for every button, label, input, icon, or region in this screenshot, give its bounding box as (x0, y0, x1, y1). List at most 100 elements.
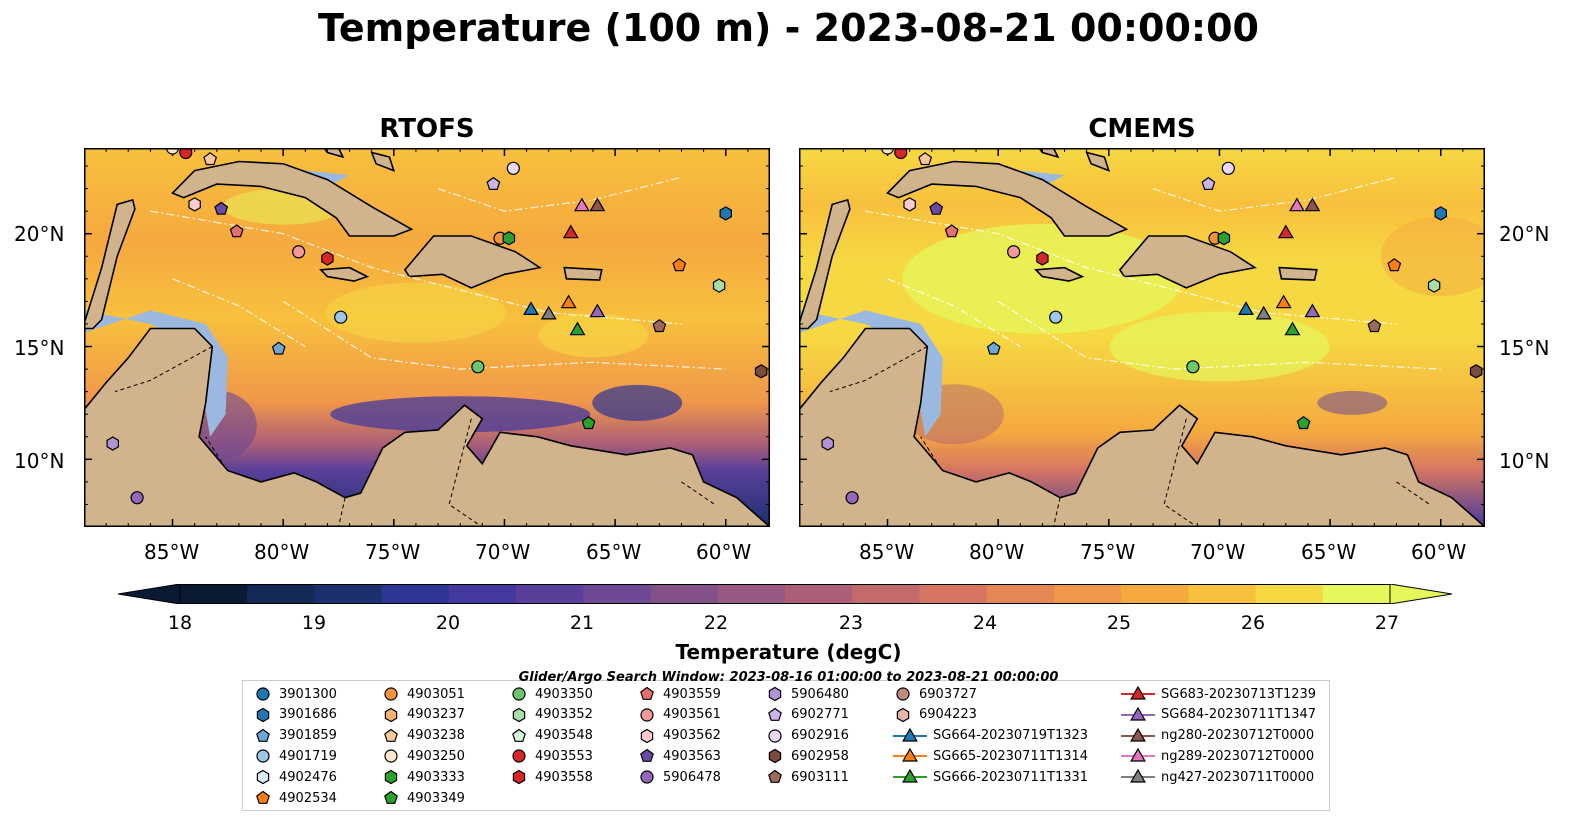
argo-float-marker (334, 310, 348, 324)
panel-title-rtofs: RTOFS (379, 114, 475, 144)
legend-marker-icon (256, 769, 270, 785)
land-puerto-rico (563, 266, 603, 281)
legend-marker-icon (384, 707, 398, 722)
temperature-feature (902, 223, 1183, 334)
eez-boundary (887, 278, 1021, 348)
lat-tick-right-15: 15°N (1499, 336, 1550, 360)
legend-label: ng427-20230711T0000 (1161, 769, 1315, 785)
lon-tick-rtofs-60: 60°W (696, 540, 752, 564)
lon-tick-cmems-60: 60°W (1411, 540, 1467, 564)
argo-float-marker (719, 206, 733, 221)
legend-label: 6902771 (791, 707, 849, 723)
glider-marker (1255, 305, 1272, 320)
legend-label: 4902476 (279, 769, 337, 785)
argo-float-marker (821, 436, 835, 451)
colorbar-tick-19: 19 (301, 612, 327, 634)
legend-marker-icon (512, 687, 526, 701)
argo-float-marker (292, 245, 306, 259)
legend-marker-icon (384, 769, 398, 785)
argo-float-marker (214, 201, 229, 215)
legend-marker-icon (768, 749, 782, 764)
argo-float-marker (903, 197, 916, 212)
legend-label: 5906478 (663, 769, 721, 785)
legend-marker-icon (640, 708, 654, 722)
colorbar-segment (1053, 584, 1122, 604)
legend-label: 4903559 (663, 686, 721, 702)
legend-marker (1130, 768, 1146, 783)
legend-marker (640, 686, 654, 700)
argo-float-marker (229, 224, 244, 238)
argo-float-marker (929, 201, 944, 215)
glider-marker (562, 224, 579, 239)
land-bahamas-b (370, 151, 396, 172)
colorbar-segment (986, 584, 1055, 604)
map-panel-rtofs (84, 148, 770, 527)
eez-boundary (437, 176, 682, 212)
legend-marker-icon (893, 748, 927, 762)
argo-float-marker (1201, 176, 1216, 191)
lon-tick-cmems-75: 75°W (1080, 540, 1136, 564)
legend-marker-icon (1121, 768, 1155, 783)
colorbar-tick-25: 25 (1106, 612, 1132, 634)
legend-marker (768, 728, 782, 743)
legend-label: 6904223 (919, 707, 977, 723)
eez-boundary (282, 300, 726, 370)
legend-label: 4901719 (279, 748, 337, 764)
argo-float-marker (1469, 364, 1483, 379)
legend-marker-icon (256, 790, 270, 804)
colorbar-segment (314, 584, 383, 604)
legend-item: 3901859 (253, 726, 337, 746)
colorbar-segment (1255, 584, 1324, 604)
lon-tick-cmems-70: 70°W (1190, 540, 1246, 564)
argo-float-marker (1186, 360, 1200, 374)
glider-marker (573, 197, 590, 212)
legend-marker (256, 707, 270, 722)
argo-float-marker (1296, 415, 1311, 430)
legend-label: 4903561 (663, 707, 721, 723)
lat-tick-left-20: 20°N (14, 222, 65, 246)
legend-marker (768, 686, 782, 702)
temperature-feature (325, 282, 506, 343)
legend-marker-icon (640, 686, 654, 700)
legend-item: 6902916 (765, 726, 849, 746)
colorbar-segment (717, 584, 786, 604)
legend: 3901300 3901686 3901859 4901719 4902476 49025… (242, 680, 1330, 811)
colorbar-segment (381, 584, 450, 604)
legend-item: ng427-20230711T0000 (1121, 767, 1314, 787)
eez-boundary (172, 278, 306, 348)
argo-float-marker (712, 278, 726, 293)
legend-marker-icon (640, 749, 654, 763)
legend-item: 4903352 (509, 705, 593, 725)
argo-float-marker (1367, 318, 1382, 333)
legend-marker-icon (256, 749, 270, 763)
argo-float-marker (203, 152, 218, 166)
argo-float-marker (179, 148, 193, 160)
glider-marker (1288, 197, 1305, 212)
legend-marker (896, 707, 910, 722)
colorbar-tick-18: 18 (167, 612, 193, 634)
legend-item: 6904223 (893, 705, 977, 725)
colorbar-segment (1121, 584, 1189, 604)
glider-marker (1284, 321, 1301, 336)
legend-marker-icon (893, 727, 927, 742)
legend-label: ng280-20230712T0000 (1161, 728, 1315, 744)
temperature-feature (1380, 216, 1485, 297)
glider-marker (1304, 197, 1321, 212)
legend-item: ng289-20230712T0000 (1121, 746, 1314, 766)
legend-label: 5906480 (791, 686, 849, 702)
legend-marker (256, 790, 270, 804)
colorbar-tick-20: 20 (435, 612, 461, 634)
argo-float-marker (672, 258, 687, 272)
legend-label: 4903558 (535, 769, 593, 785)
temperature-feature (592, 384, 683, 421)
legend-marker (512, 728, 526, 742)
colorbar-segment (852, 584, 920, 604)
colorbar-segment (650, 584, 719, 604)
lat-tick-left-15: 15°N (14, 336, 65, 360)
legend-marker (512, 687, 526, 701)
legend-marker-icon (640, 770, 654, 784)
legend-marker-icon (896, 707, 910, 722)
eez-boundary (865, 210, 1397, 325)
legend-marker (256, 749, 270, 763)
lat-tick-right-20: 20°N (1499, 222, 1550, 246)
